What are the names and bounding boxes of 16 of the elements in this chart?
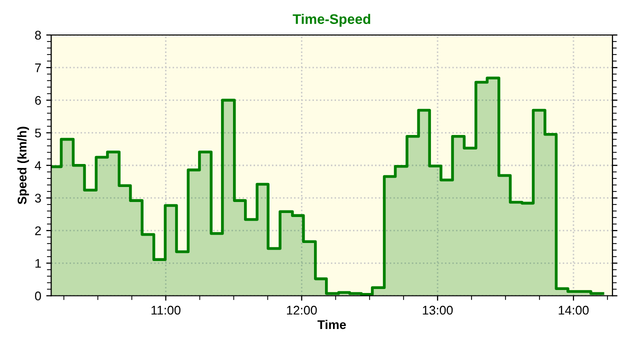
- y-tick-label: 8: [35, 30, 41, 40]
- y-tick-label: 1: [35, 259, 41, 268]
- x-tick-label: 13:00: [422, 306, 453, 315]
- y-tick-label: 6: [35, 96, 41, 105]
- y-tick-label: 3: [35, 194, 41, 203]
- y-tick-label: 5: [35, 128, 41, 138]
- y-tick-label: 0: [35, 292, 41, 300]
- x-axis-title: Time: [318, 320, 346, 330]
- x-tick-label: 12:00: [286, 306, 317, 315]
- y-axis-title: Speed (km/h): [17, 126, 29, 204]
- x-tick-label: 11:00: [152, 306, 180, 315]
- y-tick-label: 2: [35, 226, 41, 236]
- x-tick-label: 14:00: [558, 306, 589, 315]
- chart-title: Time-Speed: [292, 14, 370, 27]
- y-tick-label: 4: [34, 161, 42, 170]
- y-tick-label: 7: [35, 64, 41, 72]
